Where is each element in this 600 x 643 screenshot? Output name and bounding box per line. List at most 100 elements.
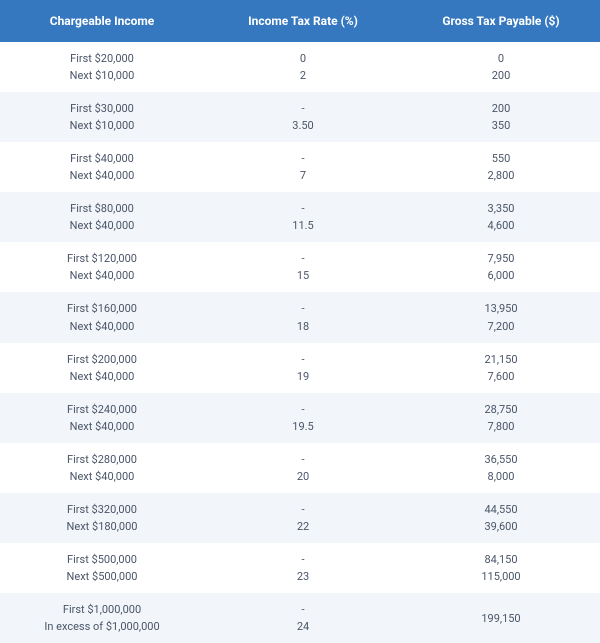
cell-line: 7 [210,167,396,184]
cell-line: 3,350 [408,200,594,217]
cell-line: 2 [210,67,396,84]
cell-line: 3.50 [210,117,396,134]
cell-gross: 199,150 [402,593,600,643]
table-row: First $120,000Next $40,000-157,9506,000 [0,242,600,292]
col-header-income: Chargeable Income [0,0,204,42]
cell-rate: 02 [204,42,402,92]
cell-line: 18 [210,318,396,335]
cell-line: 200 [408,100,594,117]
cell-line: 200 [408,67,594,84]
table-row: First $280,000Next $40,000-2036,5508,000 [0,443,600,493]
table-row: First $240,000Next $40,000-19.528,7507,8… [0,393,600,443]
cell-rate: -18 [204,292,402,342]
cell-line: 19 [210,368,396,385]
cell-line: First $280,000 [6,451,198,468]
cell-line: First $200,000 [6,351,198,368]
cell-line: - [210,300,396,317]
cell-gross: 0200 [402,42,600,92]
cell-line: 2,800 [408,167,594,184]
cell-line: 11.5 [210,217,396,234]
table-row: First $20,000Next $10,000020200 [0,42,600,92]
cell-income: First $280,000Next $40,000 [0,443,204,493]
cell-line: 19.5 [210,418,396,435]
cell-line: Next $500,000 [6,568,198,585]
col-header-rate: Income Tax Rate (%) [204,0,402,42]
cell-rate: -22 [204,493,402,543]
cell-rate: -24 [204,593,402,643]
cell-gross: 200350 [402,92,600,142]
cell-line: 20 [210,468,396,485]
cell-line: 350 [408,117,594,134]
table-row: First $200,000Next $40,000-1921,1507,600 [0,343,600,393]
cell-line: 4,600 [408,217,594,234]
table-body: First $20,000Next $10,000020200First $30… [0,42,600,643]
cell-line: 28,750 [408,401,594,418]
cell-gross: 44,55039,600 [402,493,600,543]
cell-gross: 36,5508,000 [402,443,600,493]
cell-line: - [210,250,396,267]
cell-line: 7,950 [408,250,594,267]
cell-line: Next $40,000 [6,267,198,284]
cell-line: 7,200 [408,318,594,335]
cell-line: Next $40,000 [6,468,198,485]
cell-line: Next $10,000 [6,117,198,134]
cell-line: 22 [210,518,396,535]
cell-income: First $500,000Next $500,000 [0,543,204,593]
cell-line: First $320,000 [6,501,198,518]
cell-line: - [210,100,396,117]
cell-line: 39,600 [408,518,594,535]
cell-gross: 13,9507,200 [402,292,600,342]
cell-gross: 7,9506,000 [402,242,600,292]
cell-income: First $1,000,000In excess of $1,000,000 [0,593,204,643]
cell-rate: -11.5 [204,192,402,242]
cell-line: 115,000 [408,568,594,585]
cell-line: First $240,000 [6,401,198,418]
cell-line: Next $40,000 [6,418,198,435]
cell-line: 13,950 [408,300,594,317]
cell-line: First $20,000 [6,50,198,67]
cell-rate: -20 [204,443,402,493]
cell-income: First $30,000Next $10,000 [0,92,204,142]
cell-income: First $240,000Next $40,000 [0,393,204,443]
cell-income: First $120,000Next $40,000 [0,242,204,292]
cell-line: 84,150 [408,551,594,568]
table-row: First $30,000Next $10,000-3.50 200350 [0,92,600,142]
cell-line: 24 [210,618,396,635]
cell-line: Next $40,000 [6,217,198,234]
cell-rate: -23 [204,543,402,593]
cell-rate: -7 [204,142,402,192]
cell-line: 0 [210,50,396,67]
cell-line: First $120,000 [6,250,198,267]
cell-income: First $20,000Next $10,000 [0,42,204,92]
cell-line: - [210,601,396,618]
cell-gross: 5502,800 [402,142,600,192]
cell-line: 8,000 [408,468,594,485]
table-row: First $320,000Next $180,000-2244,55039,6… [0,493,600,543]
cell-income: First $200,000Next $40,000 [0,343,204,393]
cell-line: Next $180,000 [6,518,198,535]
table-row: First $1,000,000In excess of $1,000,000-… [0,593,600,643]
cell-line: 44,550 [408,501,594,518]
cell-line: Next $40,000 [6,368,198,385]
cell-line: Next $40,000 [6,167,198,184]
cell-line: First $160,000 [6,300,198,317]
cell-line: 36,550 [408,451,594,468]
cell-line: First $1,000,000 [6,601,198,618]
table-row: First $500,000Next $500,000-2384,150115,… [0,543,600,593]
cell-line: First $80,000 [6,200,198,217]
cell-income: First $320,000Next $180,000 [0,493,204,543]
cell-line: 21,150 [408,351,594,368]
table-header-row: Chargeable Income Income Tax Rate (%) Gr… [0,0,600,42]
cell-income: First $160,000Next $40,000 [0,292,204,342]
cell-line: - [210,501,396,518]
income-tax-table: Chargeable Income Income Tax Rate (%) Gr… [0,0,600,643]
cell-line: 0 [408,50,594,67]
cell-line: 23 [210,568,396,585]
cell-line: First $30,000 [6,100,198,117]
cell-rate: -15 [204,242,402,292]
col-header-gross: Gross Tax Payable ($) [402,0,600,42]
cell-line: First $500,000 [6,551,198,568]
cell-line: 7,800 [408,418,594,435]
cell-line: 7,600 [408,368,594,385]
cell-line: 550 [408,150,594,167]
